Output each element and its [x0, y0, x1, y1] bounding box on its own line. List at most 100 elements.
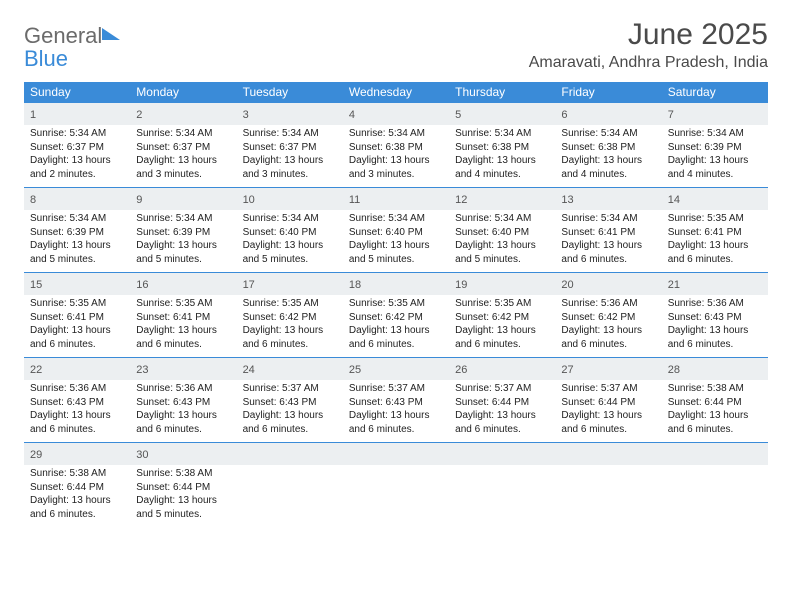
sunrise-text: Sunrise: 5:37 AM — [561, 382, 655, 396]
day-body: Sunrise: 5:35 AMSunset: 6:41 PMDaylight:… — [24, 295, 130, 357]
sunset-text: Sunset: 6:41 PM — [30, 311, 124, 325]
day-number-row: 24 — [237, 358, 343, 380]
day-number-row: 8 — [24, 188, 130, 210]
daylight-text-2: and 6 minutes. — [349, 338, 443, 352]
day-number-row: 12 — [449, 188, 555, 210]
sunrise-text: Sunrise: 5:35 AM — [243, 297, 337, 311]
calendar-day: 10Sunrise: 5:34 AMSunset: 6:40 PMDayligh… — [237, 188, 343, 272]
daylight-text-1: Daylight: 13 hours — [136, 494, 230, 508]
day-number: 3 — [243, 109, 249, 121]
sunset-text: Sunset: 6:37 PM — [136, 141, 230, 155]
calendar-day: 17Sunrise: 5:35 AMSunset: 6:42 PMDayligh… — [237, 273, 343, 357]
sunrise-text: Sunrise: 5:38 AM — [136, 467, 230, 481]
day-number-row: 28 — [662, 358, 768, 380]
daylight-text-2: and 6 minutes. — [243, 423, 337, 437]
daylight-text-2: and 3 minutes. — [349, 168, 443, 182]
sunrise-text: Sunrise: 5:34 AM — [561, 212, 655, 226]
sunrise-text: Sunrise: 5:35 AM — [668, 212, 762, 226]
calendar-day: 8Sunrise: 5:34 AMSunset: 6:39 PMDaylight… — [24, 188, 130, 272]
day-body — [555, 465, 661, 473]
day-number-row: 30 — [130, 443, 236, 465]
sunrise-text: Sunrise: 5:34 AM — [668, 127, 762, 141]
day-number-row: 23 — [130, 358, 236, 380]
day-number-row: 26 — [449, 358, 555, 380]
day-of-week-header: Saturday — [662, 82, 768, 103]
sunset-text: Sunset: 6:44 PM — [561, 396, 655, 410]
day-number: 4 — [349, 109, 355, 121]
daylight-text-1: Daylight: 13 hours — [136, 409, 230, 423]
sunset-text: Sunset: 6:43 PM — [30, 396, 124, 410]
calendar-day: 22Sunrise: 5:36 AMSunset: 6:43 PMDayligh… — [24, 358, 130, 442]
day-body: Sunrise: 5:34 AMSunset: 6:37 PMDaylight:… — [24, 125, 130, 187]
day-number: 8 — [30, 194, 36, 206]
calendar-day: 30Sunrise: 5:38 AMSunset: 6:44 PMDayligh… — [130, 443, 236, 527]
daylight-text-1: Daylight: 13 hours — [349, 154, 443, 168]
day-body: Sunrise: 5:36 AMSunset: 6:42 PMDaylight:… — [555, 295, 661, 357]
day-number: 24 — [243, 364, 255, 376]
day-of-week-header: Wednesday — [343, 82, 449, 103]
daylight-text-1: Daylight: 13 hours — [30, 494, 124, 508]
sunset-text: Sunset: 6:43 PM — [668, 311, 762, 325]
daylight-text-2: and 6 minutes. — [455, 423, 549, 437]
day-number-row: . — [449, 443, 555, 465]
day-number-row: 16 — [130, 273, 236, 295]
day-number-row: 21 — [662, 273, 768, 295]
day-body: Sunrise: 5:34 AMSunset: 6:39 PMDaylight:… — [662, 125, 768, 187]
daylight-text-2: and 6 minutes. — [30, 423, 124, 437]
sunset-text: Sunset: 6:37 PM — [243, 141, 337, 155]
calendar-day: 19Sunrise: 5:35 AMSunset: 6:42 PMDayligh… — [449, 273, 555, 357]
day-body: Sunrise: 5:38 AMSunset: 6:44 PMDaylight:… — [662, 380, 768, 442]
sunset-text: Sunset: 6:44 PM — [668, 396, 762, 410]
logo-text: General Blue — [24, 24, 102, 70]
sunrise-text: Sunrise: 5:34 AM — [561, 127, 655, 141]
day-number-row: 14 — [662, 188, 768, 210]
day-body: Sunrise: 5:34 AMSunset: 6:40 PMDaylight:… — [343, 210, 449, 272]
day-number-row: . — [237, 443, 343, 465]
calendar-day: 21Sunrise: 5:36 AMSunset: 6:43 PMDayligh… — [662, 273, 768, 357]
calendar-week: 22Sunrise: 5:36 AMSunset: 6:43 PMDayligh… — [24, 357, 768, 442]
day-body: Sunrise: 5:36 AMSunset: 6:43 PMDaylight:… — [662, 295, 768, 357]
sunrise-text: Sunrise: 5:34 AM — [30, 127, 124, 141]
sunset-text: Sunset: 6:41 PM — [561, 226, 655, 240]
daylight-text-1: Daylight: 13 hours — [243, 239, 337, 253]
day-body: Sunrise: 5:35 AMSunset: 6:42 PMDaylight:… — [449, 295, 555, 357]
calendar-week: 15Sunrise: 5:35 AMSunset: 6:41 PMDayligh… — [24, 272, 768, 357]
day-number: 17 — [243, 279, 255, 291]
sunrise-text: Sunrise: 5:36 AM — [668, 297, 762, 311]
page-title: June 2025 — [529, 18, 768, 52]
sunrise-text: Sunrise: 5:34 AM — [243, 127, 337, 141]
sunset-text: Sunset: 6:43 PM — [243, 396, 337, 410]
day-body: Sunrise: 5:34 AMSunset: 6:37 PMDaylight:… — [130, 125, 236, 187]
calendar-day: 4Sunrise: 5:34 AMSunset: 6:38 PMDaylight… — [343, 103, 449, 187]
sunrise-text: Sunrise: 5:34 AM — [455, 127, 549, 141]
daylight-text-1: Daylight: 13 hours — [668, 324, 762, 338]
day-number-row: 22 — [24, 358, 130, 380]
calendar-day: 16Sunrise: 5:35 AMSunset: 6:41 PMDayligh… — [130, 273, 236, 357]
daylight-text-2: and 6 minutes. — [668, 338, 762, 352]
sunrise-text: Sunrise: 5:36 AM — [561, 297, 655, 311]
day-of-week-header: Sunday — [24, 82, 130, 103]
sunset-text: Sunset: 6:42 PM — [349, 311, 443, 325]
sunset-text: Sunset: 6:42 PM — [455, 311, 549, 325]
sunrise-text: Sunrise: 5:34 AM — [30, 212, 124, 226]
calendar-week: 29Sunrise: 5:38 AMSunset: 6:44 PMDayligh… — [24, 442, 768, 527]
day-number-row: 20 — [555, 273, 661, 295]
sunrise-text: Sunrise: 5:34 AM — [455, 212, 549, 226]
daylight-text-2: and 6 minutes. — [30, 508, 124, 522]
day-body: Sunrise: 5:37 AMSunset: 6:43 PMDaylight:… — [343, 380, 449, 442]
daylight-text-2: and 6 minutes. — [561, 423, 655, 437]
daylight-text-1: Daylight: 13 hours — [30, 324, 124, 338]
day-number-row: 7 — [662, 103, 768, 125]
day-body: Sunrise: 5:37 AMSunset: 6:43 PMDaylight:… — [237, 380, 343, 442]
daylight-text-1: Daylight: 13 hours — [561, 154, 655, 168]
day-body: Sunrise: 5:34 AMSunset: 6:38 PMDaylight:… — [555, 125, 661, 187]
day-number-row: . — [555, 443, 661, 465]
calendar-week: 1Sunrise: 5:34 AMSunset: 6:37 PMDaylight… — [24, 103, 768, 187]
daylight-text-1: Daylight: 13 hours — [561, 324, 655, 338]
daylight-text-2: and 5 minutes. — [243, 253, 337, 267]
sunrise-text: Sunrise: 5:35 AM — [349, 297, 443, 311]
daylight-text-2: and 2 minutes. — [30, 168, 124, 182]
sunset-text: Sunset: 6:41 PM — [136, 311, 230, 325]
day-body: Sunrise: 5:37 AMSunset: 6:44 PMDaylight:… — [449, 380, 555, 442]
sunrise-text: Sunrise: 5:35 AM — [136, 297, 230, 311]
